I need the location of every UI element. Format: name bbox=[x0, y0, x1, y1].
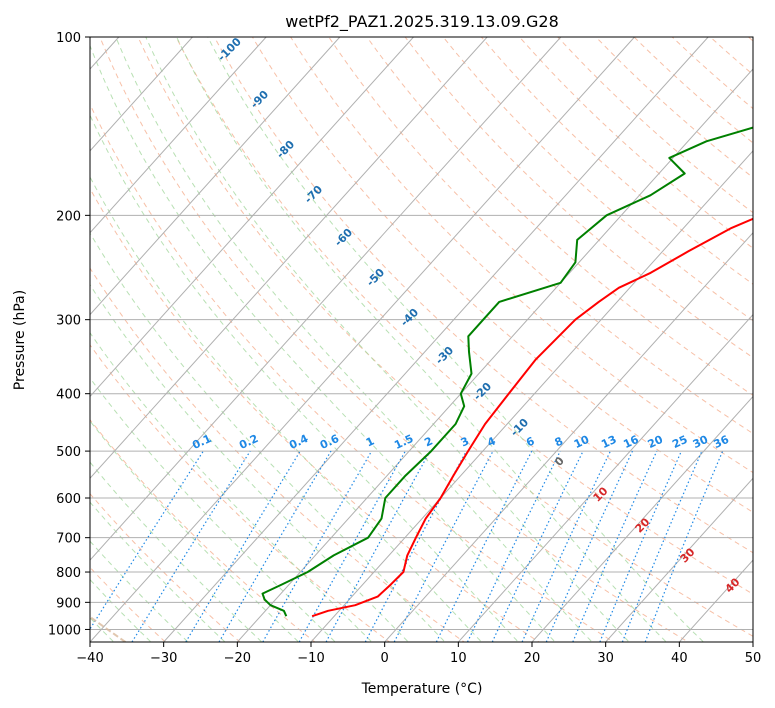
mixing-ratio-line bbox=[218, 450, 332, 642]
mixing-ratio-line bbox=[131, 450, 251, 642]
dry-adiabat-line bbox=[175, 37, 753, 595]
y-tick-label: 700 bbox=[56, 532, 81, 547]
mixing-ratio-line bbox=[621, 450, 703, 642]
dry-adiabat-line bbox=[404, 37, 753, 359]
mixing-ratio-label: 30 bbox=[691, 433, 711, 451]
mixing-ratio-line bbox=[185, 450, 301, 642]
isotherm-line bbox=[90, 37, 635, 642]
dry-adiabat-line bbox=[90, 103, 615, 642]
isotherm-line bbox=[604, 477, 753, 642]
x-tick-label: −40 bbox=[76, 651, 103, 666]
dry-adiabat-line bbox=[290, 37, 753, 474]
x-tick-label: 30 bbox=[597, 651, 614, 666]
plot-background bbox=[90, 37, 753, 642]
isotherm-line bbox=[90, 37, 562, 561]
dry-adiabat-line bbox=[328, 37, 753, 435]
dry-adiabat-line bbox=[633, 37, 753, 144]
mixing-ratio-label: 10 bbox=[572, 433, 592, 451]
profile-lines bbox=[261, 126, 753, 618]
y-tick-label: 600 bbox=[56, 492, 81, 507]
isotherm-line bbox=[90, 37, 267, 234]
y-tick-label: 400 bbox=[56, 388, 81, 403]
mixing-ratio-line bbox=[521, 450, 611, 642]
isotherm-line bbox=[90, 37, 488, 480]
dry-adiabat-line bbox=[213, 37, 753, 554]
isotherm-line bbox=[90, 37, 341, 316]
y-axis-label: Pressure (hPa) bbox=[12, 290, 28, 390]
plot-frame bbox=[89, 36, 754, 643]
mixing-ratio-line bbox=[545, 450, 634, 642]
dewpoint-profile-line bbox=[261, 126, 753, 617]
x-tick-label: −30 bbox=[150, 651, 177, 666]
dry-adiabat-line bbox=[366, 37, 753, 396]
temperature-profile-line bbox=[311, 217, 753, 618]
chart-title: wetPf2_PAZ1.2025.319.13.09.G28 bbox=[285, 12, 559, 32]
background-lines bbox=[90, 37, 753, 642]
dry-adiabat-line bbox=[99, 37, 690, 642]
mixing-ratio-label: 13 bbox=[599, 433, 618, 451]
x-tick-label: 20 bbox=[524, 651, 541, 666]
isotherm-line bbox=[162, 37, 709, 642]
isotherm-line bbox=[310, 150, 753, 642]
isotherm-line bbox=[90, 37, 414, 398]
isotherm-line bbox=[531, 395, 753, 642]
x-tick-label: 10 bbox=[450, 651, 467, 666]
mixing-ratio-label: 25 bbox=[670, 433, 689, 451]
x-tick-label: −20 bbox=[224, 651, 251, 666]
x-tick-label: −10 bbox=[297, 651, 324, 666]
dry-adiabat-line bbox=[442, 37, 753, 322]
isotherm-line bbox=[236, 68, 753, 642]
mixing-ratio-line bbox=[90, 450, 204, 631]
mixing-ratio-line bbox=[325, 450, 431, 642]
dry-adiabat-line bbox=[137, 37, 753, 637]
mixing-ratio-label: 36 bbox=[712, 433, 732, 451]
mixing-ratio-line bbox=[491, 450, 584, 642]
x-tick-label: 0 bbox=[381, 651, 389, 666]
y-tick-label: 800 bbox=[56, 566, 81, 581]
y-tick-label: 100 bbox=[56, 31, 81, 46]
moist-adiabat-line bbox=[207, 37, 705, 642]
mixing-ratio-line bbox=[599, 450, 682, 642]
mixing-ratio-label: 20 bbox=[646, 433, 666, 451]
x-tick-label: 40 bbox=[671, 651, 688, 666]
moist-adiabat-line bbox=[90, 44, 556, 642]
moist-adiabat-line bbox=[90, 114, 519, 642]
isotherm-line bbox=[383, 231, 753, 642]
x-axis-label: Temperature (°C) bbox=[361, 681, 483, 697]
y-tick-label: 300 bbox=[56, 314, 81, 329]
dry-adiabat-line bbox=[90, 418, 316, 642]
y-tick-label: 900 bbox=[56, 596, 81, 611]
mixing-ratio-label: 16 bbox=[621, 433, 641, 451]
isotherm-line bbox=[457, 313, 753, 642]
mixing-ratio-line bbox=[466, 450, 561, 642]
y-tick-label: 1000 bbox=[48, 623, 81, 638]
x-tick-label: 50 bbox=[745, 651, 762, 666]
y-tick-label: 200 bbox=[56, 209, 81, 224]
y-tick-label: 500 bbox=[56, 445, 81, 460]
axes: −40 −30 −20 −10 0 10 20 30 40 50 100 200 300 400 500 60… bbox=[48, 31, 761, 666]
dry-adiabat-line bbox=[595, 37, 753, 179]
isotherm-line bbox=[90, 37, 193, 152]
